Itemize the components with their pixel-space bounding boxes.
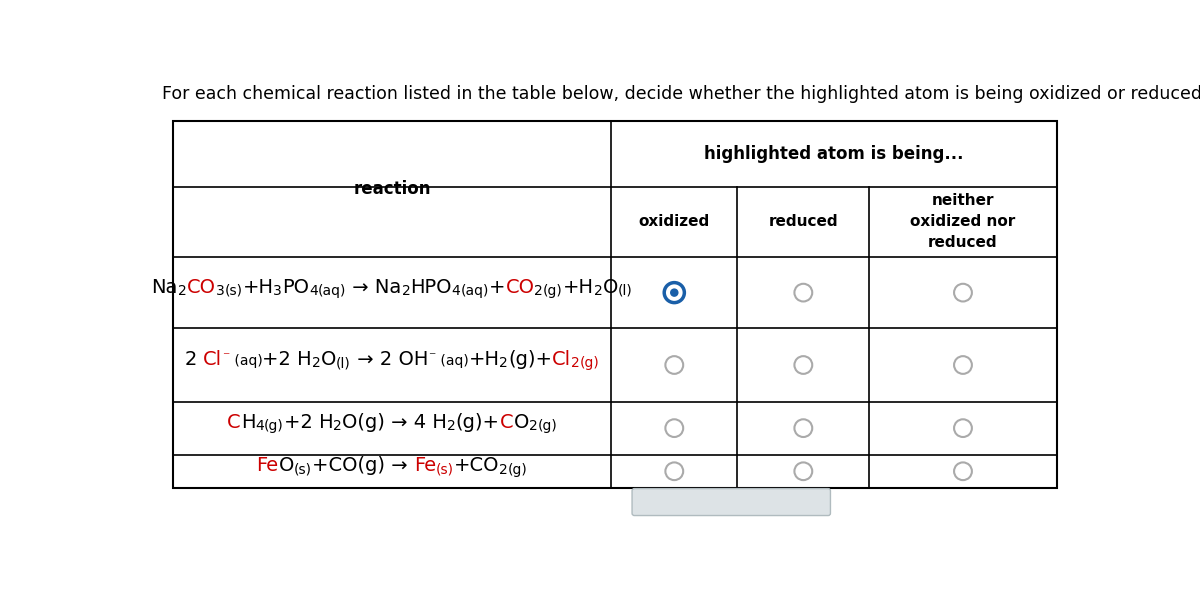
- Text: 2: 2: [499, 463, 508, 476]
- Text: 4: 4: [452, 284, 461, 298]
- Text: Fe: Fe: [257, 456, 278, 475]
- Text: Na: Na: [151, 278, 178, 297]
- Text: CO: CO: [505, 278, 534, 297]
- Text: (s): (s): [294, 463, 312, 476]
- Text: 4: 4: [310, 284, 318, 298]
- Text: O: O: [320, 350, 336, 369]
- Text: ↺: ↺: [722, 492, 740, 512]
- Text: 2: 2: [312, 356, 320, 370]
- Text: O(g) → 4 H: O(g) → 4 H: [342, 413, 446, 432]
- Text: highlighted atom is being...: highlighted atom is being...: [704, 145, 964, 162]
- Text: (aq): (aq): [318, 284, 347, 298]
- Text: Fe: Fe: [414, 456, 436, 475]
- Text: (g)+: (g)+: [456, 413, 499, 432]
- FancyBboxPatch shape: [632, 489, 830, 516]
- Text: Cl: Cl: [552, 350, 571, 369]
- Text: → Na: → Na: [347, 278, 402, 297]
- Text: 2: 2: [334, 419, 342, 433]
- Text: ⁻: ⁻: [222, 350, 229, 364]
- Text: → 2 OH: → 2 OH: [350, 350, 428, 369]
- Text: 2: 2: [594, 284, 602, 298]
- Text: (s): (s): [224, 284, 242, 298]
- Text: +CO: +CO: [454, 456, 499, 475]
- Text: ⁻: ⁻: [428, 350, 436, 364]
- Text: (g): (g): [264, 419, 283, 433]
- Text: ?: ?: [791, 492, 803, 512]
- Text: +H: +H: [563, 278, 594, 297]
- Text: 2: 2: [534, 284, 544, 298]
- Text: (g): (g): [580, 356, 600, 370]
- Text: For each chemical reaction listed in the table below, decide whether the highlig: For each chemical reaction listed in the…: [162, 85, 1200, 103]
- Text: C: C: [227, 413, 241, 432]
- Text: +2 H: +2 H: [263, 350, 312, 369]
- Text: +H: +H: [242, 278, 274, 297]
- Text: H: H: [241, 413, 256, 432]
- Text: +: +: [488, 278, 505, 297]
- Text: 4: 4: [256, 419, 264, 433]
- Text: 2: 2: [402, 284, 410, 298]
- Text: O: O: [278, 456, 294, 475]
- Text: (l): (l): [618, 284, 632, 298]
- Text: CO: CO: [187, 278, 216, 297]
- Text: (aq): (aq): [436, 354, 468, 368]
- Circle shape: [670, 288, 678, 297]
- Text: (g): (g): [508, 463, 528, 476]
- Text: (g): (g): [544, 284, 563, 298]
- Text: O: O: [514, 413, 529, 432]
- Text: (l): (l): [336, 356, 350, 370]
- Bar: [173, 121, 1057, 488]
- Text: ×: ×: [656, 492, 674, 512]
- Text: HPO: HPO: [410, 278, 452, 297]
- Text: 2: 2: [446, 419, 456, 433]
- Text: (aq): (aq): [461, 284, 488, 298]
- Text: 2: 2: [499, 356, 508, 370]
- Text: neither
oxidized nor
reduced: neither oxidized nor reduced: [911, 193, 1015, 250]
- Text: 2: 2: [185, 350, 203, 369]
- Text: (aq): (aq): [229, 354, 263, 368]
- Text: (g): (g): [538, 419, 557, 433]
- Text: O: O: [602, 278, 618, 297]
- Text: (s): (s): [436, 463, 454, 476]
- Text: +CO(g) →: +CO(g) →: [312, 456, 414, 475]
- Text: oxidized: oxidized: [638, 215, 710, 229]
- Text: reduced: reduced: [768, 215, 838, 229]
- Text: Cl: Cl: [203, 350, 222, 369]
- Text: +H: +H: [468, 350, 499, 369]
- Text: 2: 2: [529, 419, 538, 433]
- Text: (g)+: (g)+: [508, 350, 552, 369]
- Text: 2: 2: [571, 356, 580, 370]
- Text: +2 H: +2 H: [283, 413, 334, 432]
- Text: PO: PO: [282, 278, 310, 297]
- Text: reaction: reaction: [354, 180, 431, 197]
- Text: 3: 3: [274, 284, 282, 298]
- Text: 3: 3: [216, 284, 224, 298]
- Text: 2: 2: [178, 284, 187, 298]
- Text: C: C: [499, 413, 514, 432]
